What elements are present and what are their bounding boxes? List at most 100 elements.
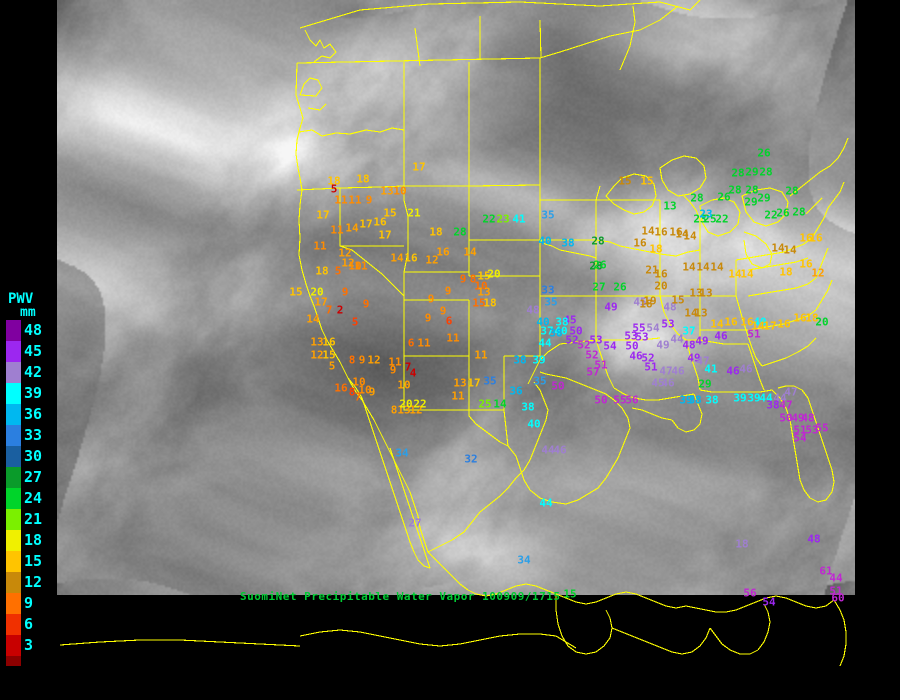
pwv-value-label: 9 <box>358 353 366 367</box>
pwv-value-label: 23 <box>699 207 713 221</box>
legend-swatch <box>6 362 21 383</box>
pwv-value-label: 53 <box>589 333 603 347</box>
pwv-value-label: 61 <box>819 564 833 578</box>
pwv-value-label: 20 <box>399 397 413 411</box>
pwv-value-label: 18 <box>327 174 341 188</box>
pwv-value-label: 13 <box>694 306 708 320</box>
pwv-value-label: 16 <box>799 231 813 245</box>
pwv-value-label: 14 <box>710 260 724 274</box>
pwv-value-label: 48 <box>807 532 821 546</box>
pwv-value-label: 11 <box>417 336 431 350</box>
pwv-value-label: 28 <box>731 166 745 180</box>
pwv-value-label: 12 <box>341 256 355 270</box>
pwv-value-label: 55 <box>613 393 627 407</box>
pwv-value-label: 9 <box>424 311 432 325</box>
legend-tick-label: 12 <box>24 573 43 591</box>
pwv-value-label: 16 <box>322 335 336 349</box>
pwv-value-label: 17 <box>359 217 373 231</box>
legend-tick-labels: 48 45 42 39 36 33 30 27 24 21 18 15 12 9 6 3 <box>24 320 42 656</box>
pwv-value-label: 13 <box>663 199 677 213</box>
pwv-value-label: 28 <box>759 165 773 179</box>
pwv-value-label: 45 <box>633 295 647 309</box>
pwv-value-label: 26 <box>593 258 607 272</box>
pwv-value-label: 7 <box>325 303 333 317</box>
pwv-value-label: 21 <box>645 263 659 277</box>
pwv-value-label: 51 <box>644 360 658 374</box>
pwv-value-label: 22 <box>482 212 496 226</box>
pwv-value-label: 39 <box>532 353 546 367</box>
pwv-value-label: 38 <box>513 353 527 367</box>
pwv-value-label: 46 <box>553 443 567 457</box>
satellite-image-panel <box>57 0 855 595</box>
pwv-value-label: 51 <box>594 358 608 372</box>
pwv-value-label: 35 <box>541 208 555 222</box>
pwv-value-label: 38 <box>555 315 569 329</box>
pwv-value-label: 28 <box>589 259 603 273</box>
legend-tick-label: 27 <box>24 468 43 486</box>
pwv-value-label: 49 <box>687 351 701 365</box>
pwv-value-label: 18 <box>779 265 793 279</box>
pwv-value-label: 16 <box>654 225 668 239</box>
pwv-value-label: 22 <box>413 397 427 411</box>
pwv-value-label: 50 <box>594 393 608 407</box>
pwv-value-label: 39 <box>747 391 761 405</box>
pwv-value-label: 16 <box>777 317 791 331</box>
pwv-value-label: 6 <box>407 336 415 350</box>
pwv-value-label: 54 <box>793 431 807 445</box>
pwv-value-label: 11 <box>313 239 327 253</box>
pwv-value-label: 40 <box>753 315 767 329</box>
pwv-value-label: 15 <box>477 269 491 283</box>
pwv-value-label: 18 <box>356 172 370 186</box>
pwv-value-label: 5 <box>334 264 342 278</box>
pwv-value-label: 26 <box>776 206 790 220</box>
pwv-value-label: 52 <box>585 348 599 362</box>
pwv-value-label: 21 <box>407 206 421 220</box>
pwv-value-label: 14 <box>740 267 754 281</box>
satellite-ir-raster <box>57 0 855 595</box>
pwv-value-label: 9 <box>341 285 349 299</box>
pwv-value-label: 19 <box>643 294 657 308</box>
pwv-value-label: 16 <box>373 215 387 229</box>
legend-swatch <box>6 656 21 666</box>
pwv-value-label: 7 <box>404 360 412 374</box>
pwv-value-label: 51 <box>829 584 843 598</box>
pwv-value-label: 28 <box>690 191 704 205</box>
legend-tick-label: 24 <box>24 489 43 507</box>
pwv-value-label: 12 <box>409 403 423 417</box>
pwv-value-label: 10 <box>358 383 372 397</box>
pwv-value-label: 11 <box>348 193 362 207</box>
pwv-value-label: 50 <box>569 324 583 338</box>
pwv-value-label: 29 <box>698 377 712 391</box>
legend-swatch <box>6 320 21 341</box>
pwv-value-label: 53 <box>624 329 638 343</box>
pwv-value-label: 25 <box>478 397 492 411</box>
pwv-value-label: 32 <box>464 452 478 466</box>
pwv-value-label: 14 <box>684 306 698 320</box>
pwv-value-label: 53 <box>661 317 675 331</box>
pwv-value-label: 10 <box>397 378 411 392</box>
pwv-value-label: 45 <box>563 313 577 327</box>
pwv-value-label: 56 <box>625 393 639 407</box>
pwv-value-label: 50 <box>779 411 793 425</box>
pwv-value-label: 35 <box>544 295 558 309</box>
pwv-value-label: 10 <box>474 279 488 293</box>
pwv-value-label: 54 <box>762 595 776 609</box>
legend-units: mm <box>20 305 36 320</box>
pwv-value-label: 14 <box>728 267 742 281</box>
pwv-value-label: 53 <box>805 423 819 437</box>
pwv-value-label: 26 <box>717 190 731 204</box>
pwv-value-label: 9 <box>365 193 373 207</box>
pwv-value-label: 9 <box>362 297 370 311</box>
pwv-value-label: 14 <box>771 241 785 255</box>
pwv-value-label: 22 <box>715 212 729 226</box>
pwv-value-label: 40 <box>554 324 568 338</box>
pwv-value-label: 39 <box>679 393 693 407</box>
pwv-value-label: 35 <box>533 374 547 388</box>
pwv-value-label: 36 <box>509 384 523 398</box>
legend-swatch <box>6 530 21 551</box>
pwv-value-label: 14 <box>696 260 710 274</box>
pwv-value-label: 16 <box>793 311 807 325</box>
pwv-value-label: 11 <box>388 355 402 369</box>
pwv-value-label: 10 <box>352 375 366 389</box>
